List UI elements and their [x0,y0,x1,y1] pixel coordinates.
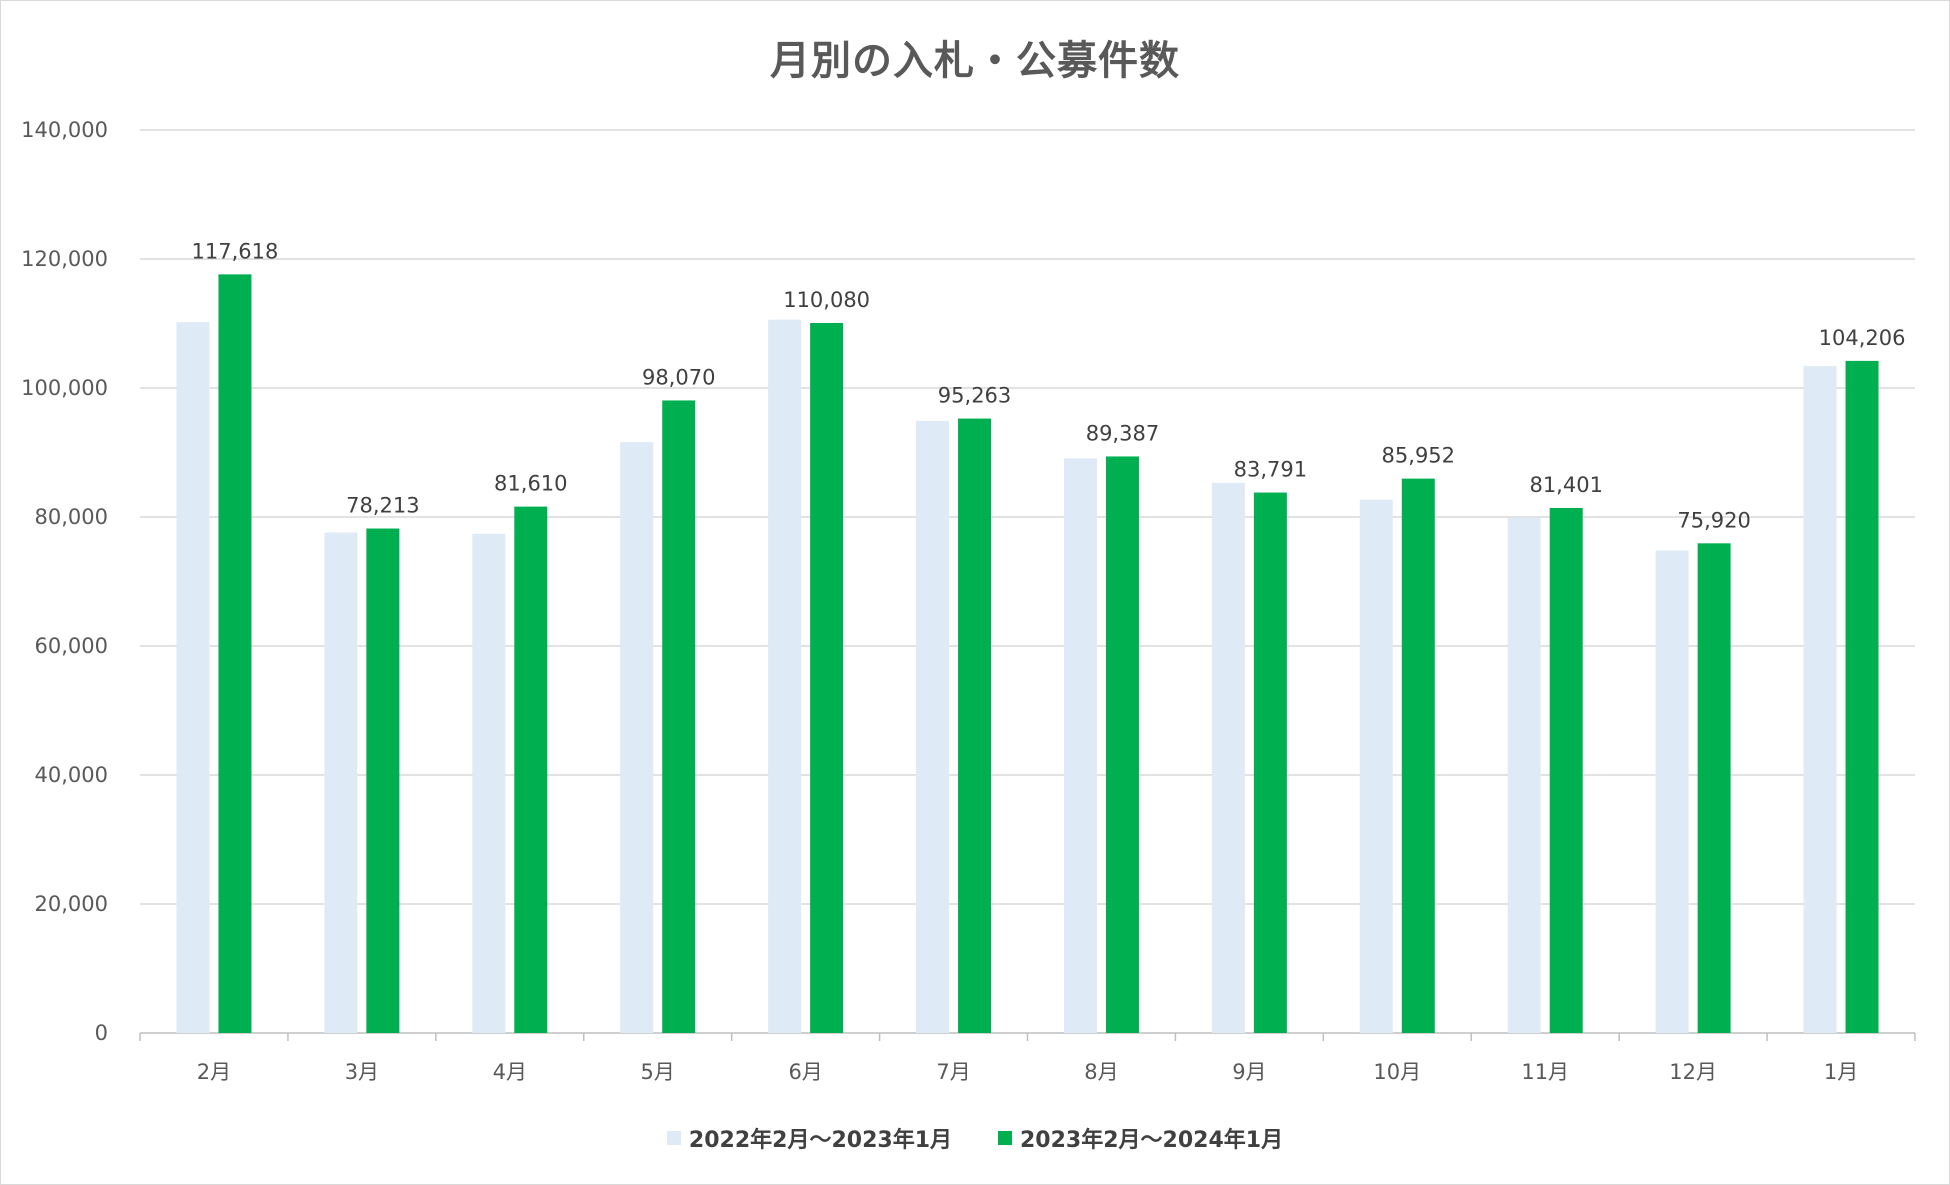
data-label: 78,213 [346,494,419,518]
legend-label-series-2: 2023年2月～2024年1月 [1020,1128,1284,1153]
bar-series-2 [514,506,548,1034]
legend-label-series-1: 2022年2月～2023年1月 [688,1128,952,1153]
x-tick-label: 5月 [641,1060,675,1084]
x-tick-label: 6月 [788,1060,822,1084]
data-label: 85,952 [1382,444,1455,468]
x-tick-label: 7月 [936,1060,970,1084]
bar-series-2 [662,400,696,1033]
bar-series-1 [1655,550,1689,1033]
legend-swatch-series-2 [998,1131,1012,1145]
bar-series-2 [810,322,844,1033]
legend-item-series-2: 2023年2月～2024年1月 [998,1122,1283,1154]
y-tick-label: 100,000 [21,376,108,400]
x-tick-label: 10月 [1373,1060,1421,1084]
bar-series-1 [472,533,506,1033]
data-label: 117,618 [192,239,279,263]
legend: 2022年2月～2023年1月 2023年2月～2024年1月 [0,1122,1950,1154]
legend-swatch-series-1 [666,1131,681,1145]
x-tick-label: 3月 [345,1060,379,1084]
data-label: 81,610 [494,472,567,496]
bar-series-2 [1105,456,1139,1033]
bar-series-1 [1803,366,1837,1033]
bar-series-1 [620,442,654,1033]
y-tick-label: 20,000 [35,892,108,916]
bar-series-1 [176,322,210,1034]
bar-series-2 [218,274,252,1033]
y-tick-label: 0 [95,1021,108,1045]
bar-series-1 [324,532,358,1033]
chart-title: 月別の入札・公募件数 [770,38,1180,84]
data-label: 104,206 [1819,326,1906,350]
x-tick-label: 1月 [1824,1060,1858,1084]
bar-series-1 [916,420,950,1033]
y-tick-label: 60,000 [35,634,108,658]
bar-series-1 [1063,458,1097,1033]
bar-series-2 [958,418,992,1033]
legend-item-series-1: 2022年2月～2023年1月 [666,1122,952,1154]
data-label: 83,791 [1234,458,1307,482]
data-label: 75,920 [1677,508,1750,532]
y-tick-label: 120,000 [21,247,108,271]
data-label: 98,070 [642,365,715,389]
x-tick-label: 8月 [1084,1060,1118,1084]
bar-series-2 [1401,478,1435,1033]
x-tick-label: 4月 [493,1060,527,1084]
bar-series-1 [1359,499,1393,1034]
data-label: 81,401 [1529,473,1602,497]
bar-series-1 [1507,517,1541,1033]
bar-series-1 [1211,482,1245,1033]
data-label: 89,387 [1086,421,1159,445]
bar-series-2 [1845,360,1879,1033]
y-tick-label: 140,000 [21,118,108,142]
bar-series-2 [1549,507,1583,1033]
bar-series-2 [1253,492,1287,1033]
x-tick-label: 11月 [1521,1060,1569,1084]
x-tick-label: 12月 [1669,1060,1717,1084]
bar-series-2 [366,528,400,1033]
bar-series-2 [1697,543,1731,1033]
x-tick-label: 2月 [197,1060,231,1084]
y-tick-label: 80,000 [35,505,108,529]
data-label: 95,263 [938,384,1011,408]
data-label: 110,080 [783,288,870,312]
y-tick-label: 40,000 [35,763,108,787]
x-tick-label: 9月 [1232,1060,1266,1084]
bar-series-1 [768,319,802,1033]
